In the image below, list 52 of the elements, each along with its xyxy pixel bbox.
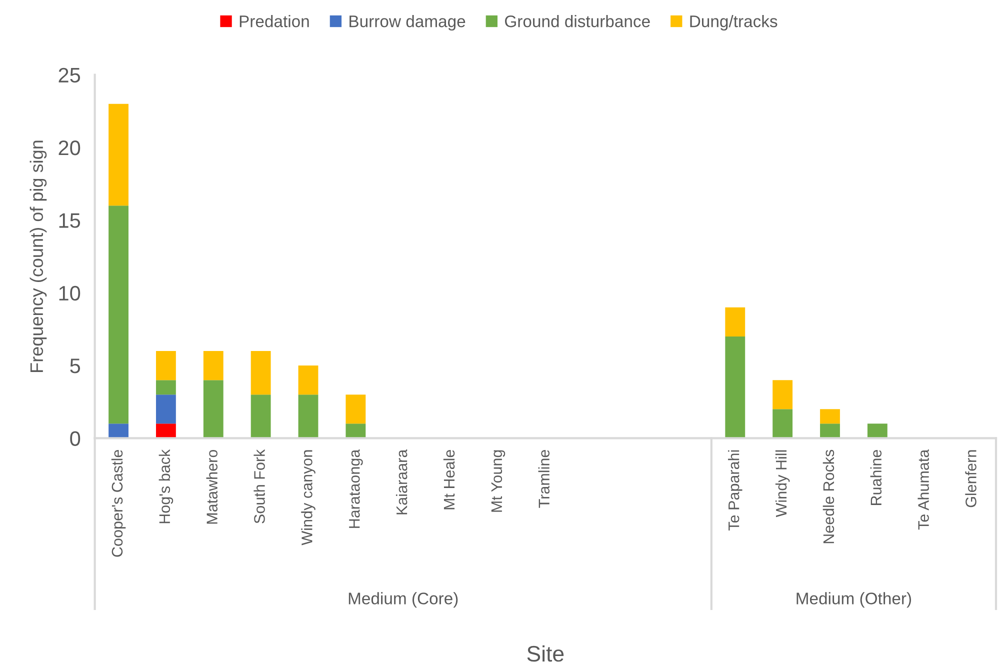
bar (156, 424, 176, 438)
bar (820, 424, 840, 438)
x-tick-label: Mt Young (491, 450, 506, 512)
y-tick-label: 0 (70, 431, 80, 446)
bar (725, 307, 746, 336)
bar (725, 336, 746, 438)
legend-label: Predation (240, 15, 309, 28)
x-tick-label: Te Ahumata (918, 449, 929, 530)
bar (156, 380, 176, 395)
bar (108, 424, 128, 438)
bar (772, 380, 793, 410)
bar (108, 206, 128, 424)
bar (298, 394, 318, 438)
x-tick-label: Mt Heale (443, 450, 455, 510)
legend-label: Ground disturbance (505, 15, 650, 28)
bar (156, 394, 176, 424)
x-axis-title: Site (527, 645, 564, 662)
bar (156, 350, 176, 380)
text: Medium (Core) (348, 592, 458, 608)
x-tick-label: South Fork (254, 449, 265, 524)
x-tick-label: Cooper's Castle (111, 450, 126, 557)
y-axis-title: Frequency (count) of pig sign (30, 140, 47, 372)
x-tick-label: Hog's back (158, 449, 174, 524)
x-tick-label: Te Paparahi (728, 450, 742, 530)
y-tick-label: 5 (70, 358, 80, 374)
bar (772, 409, 793, 438)
x-tick-label: Windy canyon (301, 450, 316, 546)
legend-label: Burrow damage (350, 15, 466, 31)
bar (203, 380, 224, 438)
y-tick-label: 10 (59, 286, 80, 301)
y-tick-label: 25 (58, 68, 80, 83)
x-tick-label: Kaiaraara (396, 449, 408, 514)
x-tick-label: Windy Hill (775, 450, 790, 518)
y-tick-label: 15 (59, 213, 80, 228)
x-tick-label: Ruahine (870, 450, 882, 505)
bar (250, 394, 271, 438)
text: Medium (Other) (796, 592, 912, 608)
legend-label: Dung/tracks (690, 15, 778, 31)
bar (298, 366, 318, 395)
bar (108, 104, 128, 206)
bar (820, 409, 840, 424)
x-tick-label: Needle Rocks (822, 450, 834, 544)
x-tick-label: Harataonga (349, 449, 363, 528)
bar (346, 394, 366, 424)
bar (346, 424, 366, 438)
x-tick-label: Tramline (538, 450, 550, 508)
x-tick-label: Matawhero (206, 450, 218, 524)
bar (250, 350, 271, 395)
bar (203, 350, 224, 380)
x-tick-label: Glenfern (965, 450, 976, 508)
y-tick-label: 20 (58, 140, 80, 156)
bar (867, 424, 888, 438)
